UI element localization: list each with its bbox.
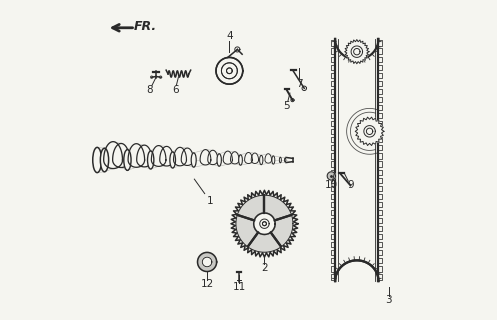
Text: 9: 9 [347,180,354,190]
Ellipse shape [100,148,109,172]
Text: 7: 7 [296,78,303,89]
Text: 2: 2 [261,263,268,273]
Text: 12: 12 [200,279,214,289]
Polygon shape [202,257,212,267]
Text: 8: 8 [147,85,153,95]
Ellipse shape [239,155,243,165]
Text: 6: 6 [172,85,178,95]
Polygon shape [200,149,211,165]
Circle shape [216,57,243,84]
Polygon shape [223,151,233,164]
Polygon shape [104,142,122,169]
Polygon shape [173,147,186,166]
Polygon shape [208,150,218,164]
Text: 11: 11 [232,283,246,292]
Ellipse shape [191,153,196,167]
Text: 1: 1 [207,196,214,206]
Ellipse shape [272,156,275,164]
Text: 5: 5 [283,101,290,111]
Text: FR.: FR. [134,20,157,33]
Ellipse shape [148,151,154,169]
Ellipse shape [259,155,263,165]
Polygon shape [265,154,271,163]
Polygon shape [327,172,335,180]
Polygon shape [355,117,384,146]
Polygon shape [251,153,258,164]
Text: 4: 4 [226,31,233,41]
Text: 10: 10 [325,180,338,190]
Polygon shape [128,144,145,167]
Ellipse shape [217,154,221,166]
Ellipse shape [284,158,286,162]
Polygon shape [197,252,217,271]
Ellipse shape [170,152,175,168]
Ellipse shape [279,157,281,163]
Text: 3: 3 [385,295,392,305]
Polygon shape [181,148,193,165]
Polygon shape [245,152,252,164]
Polygon shape [152,146,166,166]
Circle shape [254,213,275,235]
Polygon shape [231,190,298,257]
Polygon shape [160,146,173,166]
Polygon shape [137,145,152,167]
Polygon shape [345,40,369,64]
Ellipse shape [93,148,101,172]
Ellipse shape [124,150,131,170]
Polygon shape [231,152,239,164]
Circle shape [236,196,293,252]
Polygon shape [113,143,130,167]
